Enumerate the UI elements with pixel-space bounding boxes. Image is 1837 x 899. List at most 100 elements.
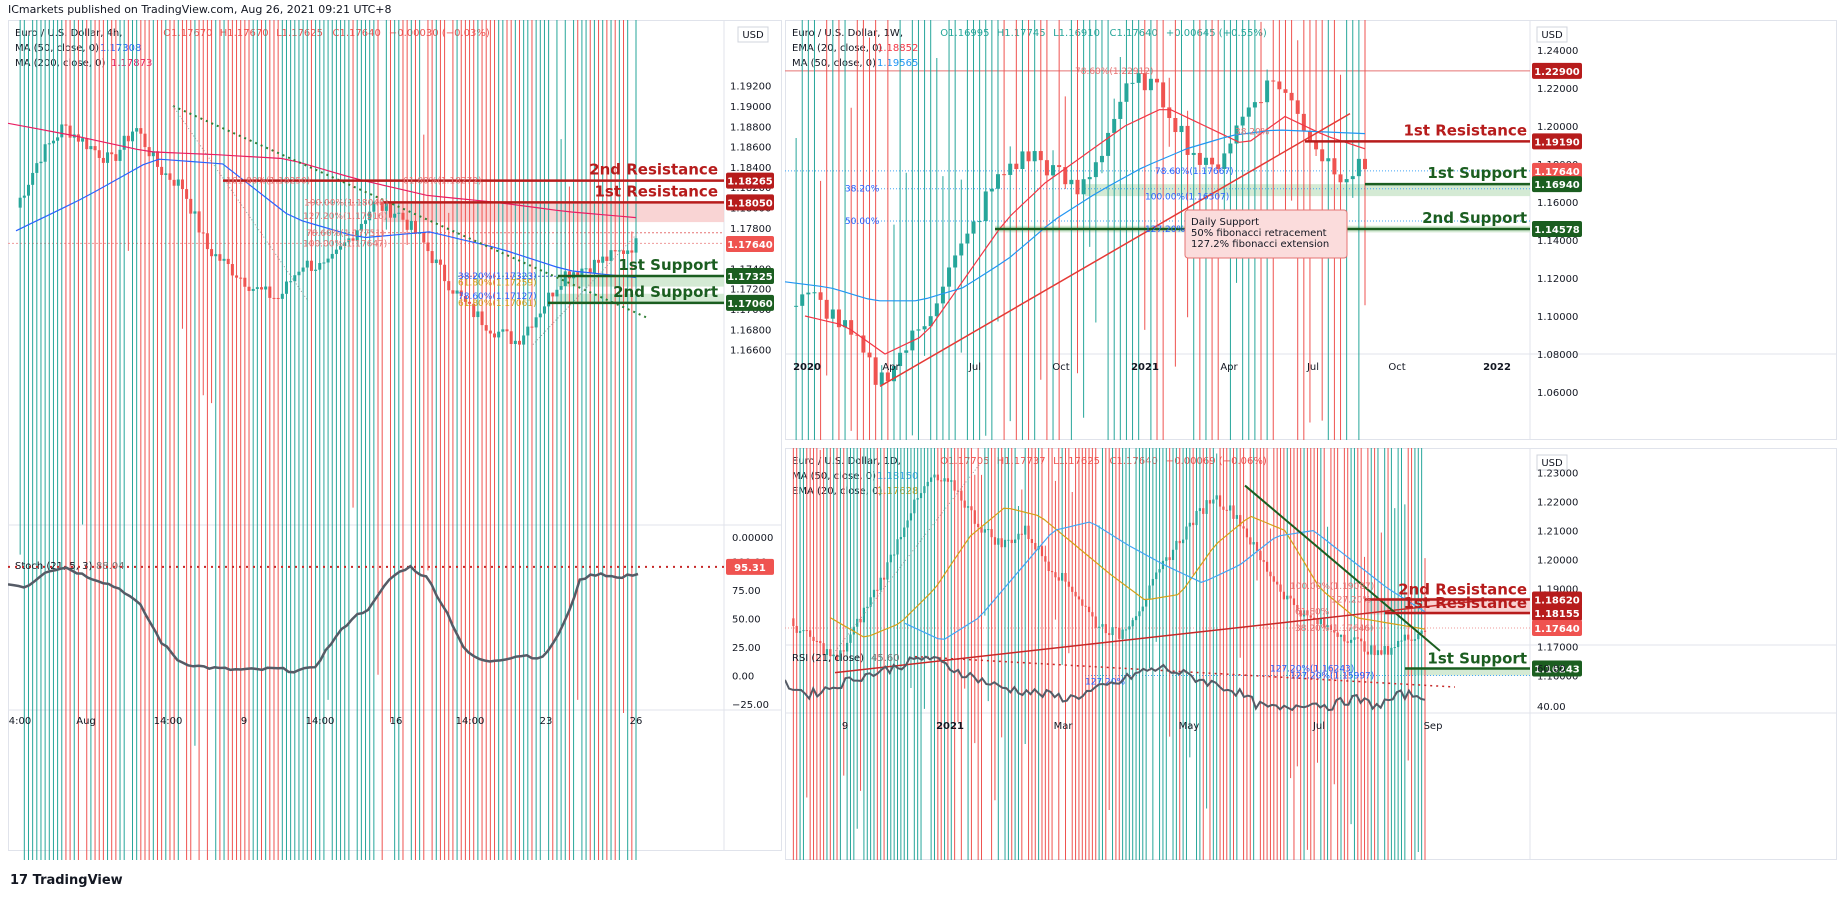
br-candle bbox=[1027, 525, 1030, 540]
stoch-tag: 95.31 bbox=[734, 563, 766, 574]
left-candle bbox=[280, 293, 284, 299]
br-candle bbox=[963, 500, 966, 508]
chart-4h-svg[interactable]: Euro / U.S. Dollar, 4h, O1.17670 H1.17670 L… bbox=[7, 0, 782, 899]
tr-candle bbox=[904, 350, 909, 353]
br-candle bbox=[1356, 637, 1359, 639]
y-tick-label: 1.14000 bbox=[1537, 236, 1578, 247]
left-candle bbox=[26, 184, 30, 196]
x-tick-label: May bbox=[1179, 721, 1200, 732]
tr-candle bbox=[953, 255, 958, 268]
tr-candle bbox=[1093, 162, 1098, 178]
br-candle bbox=[1380, 650, 1383, 655]
br-candle bbox=[1282, 591, 1285, 600]
tr-candle bbox=[1350, 176, 1355, 180]
br-candle bbox=[1313, 617, 1316, 619]
br-candle bbox=[980, 527, 983, 533]
left-candle bbox=[205, 233, 209, 250]
left-candle bbox=[542, 306, 546, 314]
tr-candle bbox=[940, 286, 945, 304]
tr-ind1-label: EMA (20, close, 0) bbox=[792, 43, 882, 54]
tr-candle bbox=[983, 191, 988, 222]
rsi-line bbox=[784, 655, 1426, 712]
br-candle bbox=[993, 537, 997, 545]
level-label: 2nd Resistance bbox=[1398, 581, 1527, 599]
br-candle bbox=[1413, 639, 1417, 641]
br-candle bbox=[1323, 618, 1326, 628]
chart-1d-svg[interactable]: Euro / U.S. Dollar, 1D,O1.17705H1.17737L… bbox=[784, 0, 1837, 899]
chart-1w-svg[interactable]: Euro / U.S. Dollar, 1W, O1.16995 H1.17745 L… bbox=[784, 0, 1837, 899]
left-candle bbox=[93, 146, 97, 151]
left-ohlc-c: C1.17640 bbox=[333, 28, 381, 39]
rsi-y-tick: 60.00 bbox=[1537, 664, 1566, 675]
left-candle bbox=[276, 297, 280, 299]
fib-label: 127.20%(1.17916) bbox=[303, 212, 387, 222]
br-candle bbox=[1397, 640, 1400, 648]
br-candle bbox=[1393, 647, 1396, 649]
price-tag: 1.17640 bbox=[1534, 624, 1580, 635]
br-candle bbox=[1017, 533, 1020, 540]
tr-candle bbox=[995, 174, 1000, 189]
br-candle bbox=[1296, 604, 1299, 611]
tr-candle bbox=[867, 352, 872, 358]
price-tag: 1.18265 bbox=[727, 177, 773, 188]
tr-candle bbox=[1038, 151, 1043, 161]
br-candle bbox=[916, 498, 919, 500]
tr-candle bbox=[1002, 174, 1007, 176]
fib-label: 100.00%(1.18048) bbox=[304, 199, 388, 209]
left-candle bbox=[534, 317, 538, 328]
tr-candle bbox=[1197, 152, 1202, 165]
left-candle bbox=[68, 125, 72, 138]
tr-candle bbox=[1210, 157, 1215, 165]
left-candle bbox=[501, 329, 505, 332]
br-candle bbox=[926, 481, 929, 487]
tr-candle bbox=[1161, 82, 1166, 108]
fib-connector bbox=[172, 105, 309, 302]
price-tag-bg bbox=[726, 172, 774, 189]
price-tag-bg bbox=[1532, 162, 1582, 179]
y-tick-label: 1.17200 bbox=[730, 285, 771, 296]
left-ind2-value: 1.17873 bbox=[111, 58, 152, 69]
left-candle bbox=[301, 267, 305, 272]
left-candle bbox=[538, 313, 542, 318]
left-candle bbox=[622, 250, 626, 254]
left-candle bbox=[139, 128, 143, 134]
fib-label: 100.00%(1.17647) bbox=[303, 239, 387, 249]
br-candle bbox=[1087, 606, 1091, 613]
br-candle bbox=[1403, 634, 1406, 641]
left-candle bbox=[185, 189, 189, 199]
chart-1w[interactable]: Euro / U.S. Dollar, 1W, O1.16995 H1.17745 L… bbox=[784, 0, 1837, 899]
br-candle bbox=[1360, 638, 1363, 642]
left-candle bbox=[451, 290, 455, 294]
br-candle bbox=[1124, 629, 1128, 631]
y-tick-label: 1.19200 bbox=[730, 82, 771, 93]
left-title: Euro / U.S. Dollar, 4h, bbox=[15, 28, 122, 39]
tr-candle bbox=[1167, 107, 1172, 118]
fib-label: 127.20%(1.16243) bbox=[1270, 665, 1354, 675]
currency-box bbox=[1536, 454, 1568, 471]
br-candle bbox=[1366, 651, 1369, 655]
left-candle bbox=[384, 201, 388, 211]
br-candle bbox=[1168, 557, 1171, 561]
chart-4h[interactable]: Euro / U.S. Dollar, 4h, O1.17670 H1.17670 L… bbox=[7, 0, 782, 899]
tradingview-logo[interactable]: 𝟭𝟳 TradingView bbox=[10, 873, 123, 888]
tr-candle bbox=[1063, 167, 1068, 185]
left-candle bbox=[97, 150, 101, 158]
chart-1d[interactable]: Euro / U.S. Dollar, 1D,O1.17705H1.17737L… bbox=[784, 0, 1837, 899]
tr-candle bbox=[1314, 141, 1319, 150]
tr-candle bbox=[806, 292, 811, 295]
left-candle bbox=[630, 250, 634, 253]
tr-candle bbox=[836, 309, 841, 328]
left-candle bbox=[235, 275, 239, 278]
br-candle bbox=[1316, 618, 1319, 625]
br-candle bbox=[1339, 634, 1343, 637]
left-candle bbox=[334, 249, 338, 254]
br-candle bbox=[1407, 634, 1410, 640]
rsi-y-tick: 40.00 bbox=[1537, 702, 1566, 713]
br-candle bbox=[899, 537, 902, 540]
x-tick-label: Apr bbox=[882, 362, 900, 373]
tr-candle bbox=[1228, 143, 1233, 154]
left-candle bbox=[364, 220, 368, 224]
br-candle bbox=[849, 634, 852, 643]
left-candle bbox=[126, 135, 130, 142]
x-tick-label: Apr bbox=[1220, 362, 1238, 373]
